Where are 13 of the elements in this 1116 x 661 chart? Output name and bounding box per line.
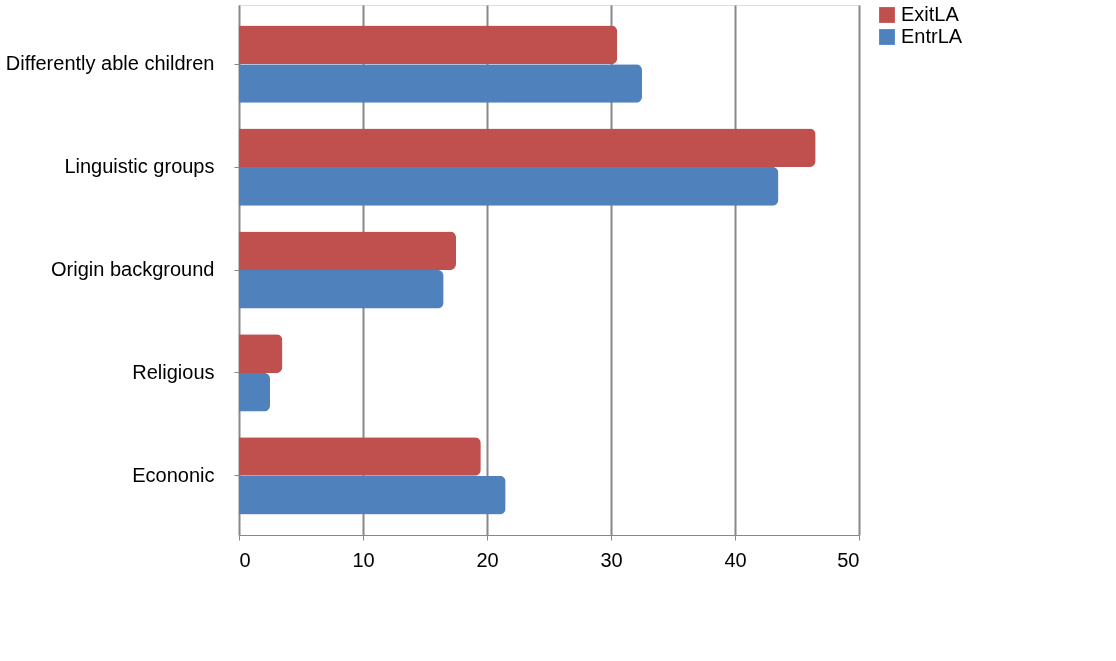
y-tick-label: Religious [132,360,215,383]
x-tick-label: 30 [600,548,623,571]
legend-label: ExitLA [901,3,960,25]
x-tick-label: 20 [476,548,499,571]
y-tick-label: Origin background [51,258,215,280]
x-tick-label: 50 [837,548,860,571]
y-tick-label: Differently able children [5,52,215,75]
x-tick-label: 10 [352,548,375,571]
x-tick-label: 40 [724,548,747,571]
legend-label: EntrLA [901,25,963,47]
x-tick-label: 0 [239,548,251,571]
y-tick-label: Linguistic groups [64,155,215,178]
y-tick-label: Econonic [132,463,215,486]
